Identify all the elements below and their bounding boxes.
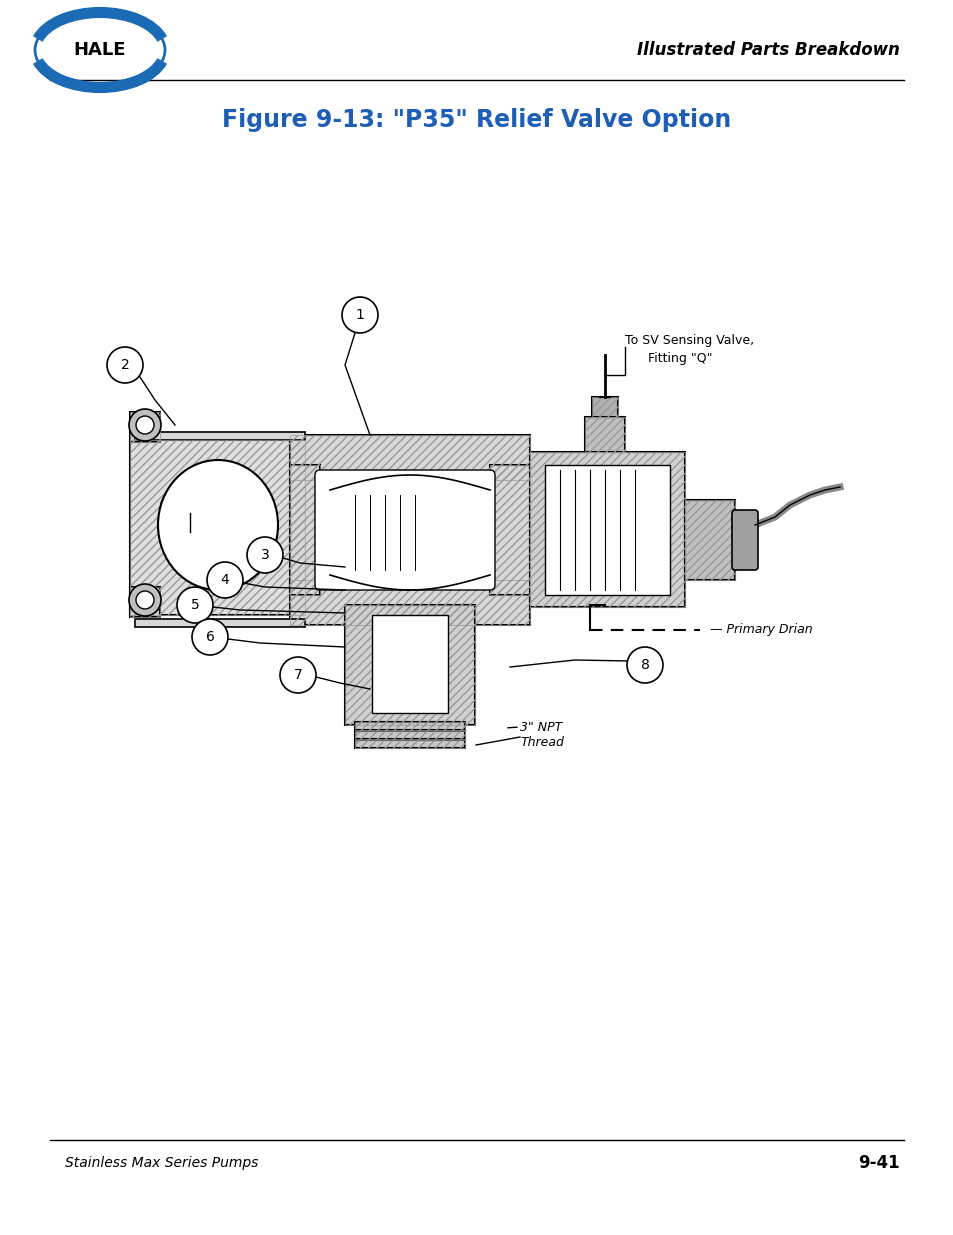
Bar [345, 605, 475, 725]
Bar [355, 722, 464, 730]
Circle shape [107, 347, 143, 383]
Text: 8: 8 [639, 658, 649, 672]
Text: To SV Sensing Valve,: To SV Sensing Valve, [624, 333, 753, 347]
Bar [345, 605, 475, 725]
Text: Fitting "Q": Fitting "Q" [647, 352, 712, 366]
Bar [290, 580, 530, 625]
Bar [530, 452, 684, 606]
Bar [135, 619, 305, 627]
Bar [544, 466, 669, 595]
Text: 6: 6 [205, 630, 214, 643]
Bar [372, 615, 448, 713]
Text: HALE: HALE [73, 41, 126, 59]
Bar [130, 587, 160, 618]
Ellipse shape [35, 12, 165, 88]
Bar [355, 731, 464, 739]
Bar [135, 432, 305, 440]
Bar [130, 412, 160, 442]
Text: Pump
Suctiion: Pump Suctiion [399, 673, 450, 701]
Bar [584, 417, 624, 452]
Text: 4: 4 [220, 573, 229, 587]
Circle shape [136, 416, 153, 433]
Bar [592, 396, 618, 417]
Text: 3" NPT
Thread: 3" NPT Thread [519, 721, 563, 748]
Text: Pump
Discharge
Pressure: Pump Discharge Pressure [158, 483, 221, 526]
Circle shape [341, 296, 377, 333]
Text: Illustrated Parts Breakdown: Illustrated Parts Breakdown [637, 41, 899, 59]
Circle shape [207, 562, 243, 598]
Text: 3: 3 [260, 548, 269, 562]
Text: 7: 7 [294, 668, 302, 682]
Text: 1: 1 [355, 308, 364, 322]
Bar [290, 435, 530, 480]
Circle shape [136, 592, 153, 609]
Polygon shape [322, 477, 490, 583]
Text: — Primary Drian: — Primary Drian [709, 622, 812, 636]
Bar [490, 466, 530, 595]
Circle shape [247, 537, 283, 573]
FancyBboxPatch shape [731, 510, 758, 571]
Circle shape [177, 587, 213, 622]
Bar [584, 417, 624, 452]
Text: Stainless Max Series Pumps: Stainless Max Series Pumps [65, 1156, 258, 1170]
Circle shape [129, 584, 161, 616]
Text: 2: 2 [120, 358, 130, 372]
Bar [355, 731, 464, 739]
FancyBboxPatch shape [314, 471, 495, 590]
Bar [290, 466, 319, 595]
Bar [490, 466, 530, 595]
Bar [290, 466, 319, 595]
Bar [290, 435, 530, 480]
Text: Figure 9-13: "P35" Relief Valve Option: Figure 9-13: "P35" Relief Valve Option [222, 107, 731, 132]
Bar [684, 500, 734, 580]
Bar [530, 452, 684, 606]
Ellipse shape [158, 459, 277, 590]
Bar [130, 587, 160, 618]
Bar [355, 740, 464, 748]
Circle shape [280, 657, 315, 693]
Bar [130, 412, 160, 442]
Bar [130, 440, 305, 615]
Text: 9-41: 9-41 [858, 1153, 899, 1172]
Bar [355, 722, 464, 730]
Bar [589, 500, 644, 555]
Bar [589, 500, 644, 555]
Bar [355, 740, 464, 748]
Bar [684, 500, 734, 580]
Circle shape [626, 647, 662, 683]
Circle shape [192, 619, 228, 655]
Bar [290, 580, 530, 625]
Bar [130, 440, 305, 615]
Text: 5: 5 [191, 598, 199, 613]
Circle shape [129, 409, 161, 441]
Bar [592, 396, 618, 417]
